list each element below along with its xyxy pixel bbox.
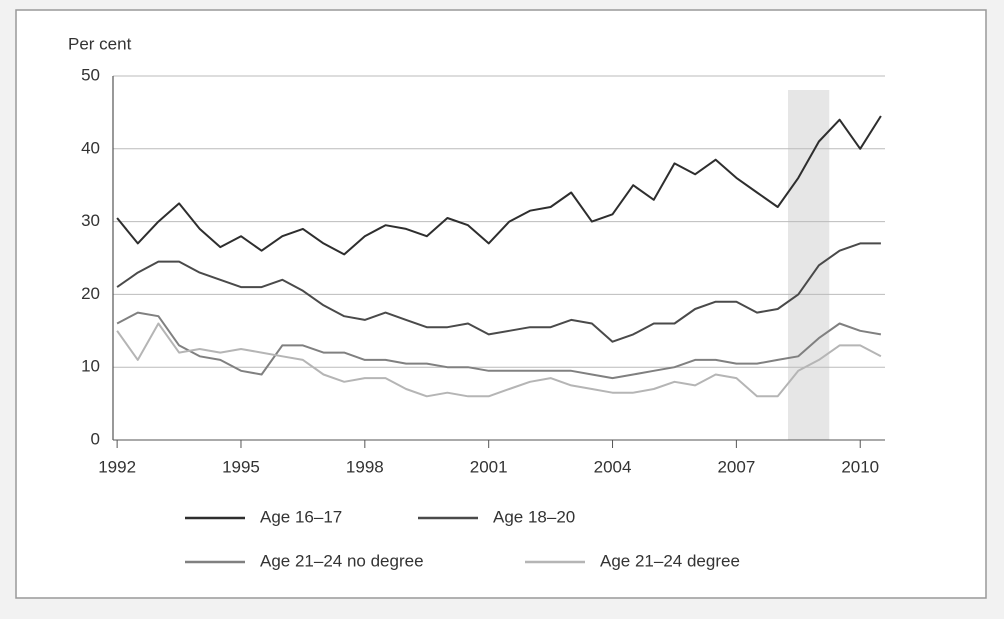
- legend-label: Age 21–24 no degree: [260, 551, 424, 570]
- x-tick-label: 2007: [717, 457, 755, 476]
- legend-label: Age 16–17: [260, 507, 342, 526]
- y-axis-label: Per cent: [68, 34, 132, 53]
- legend-label: Age 21–24 degree: [600, 551, 740, 570]
- y-tick-label: 20: [81, 284, 100, 303]
- y-tick-label: 50: [81, 65, 100, 84]
- x-tick-label: 2010: [841, 457, 879, 476]
- x-tick-label: 1995: [222, 457, 260, 476]
- x-tick-label: 2001: [470, 457, 508, 476]
- shaded-band: [787, 90, 830, 440]
- series-line: [116, 242, 881, 343]
- legend-label: Age 18–20: [493, 507, 575, 526]
- x-tick-label: 2004: [594, 457, 632, 476]
- series-line: [116, 115, 882, 256]
- series-line: [116, 322, 882, 398]
- series-line: [116, 311, 882, 380]
- x-tick-label: 1992: [98, 457, 136, 476]
- y-tick-label: 30: [81, 211, 100, 230]
- y-tick-label: 10: [81, 357, 100, 376]
- x-tick-label: 1998: [346, 457, 384, 476]
- y-tick-label: 0: [91, 429, 100, 448]
- y-tick-label: 40: [81, 138, 100, 157]
